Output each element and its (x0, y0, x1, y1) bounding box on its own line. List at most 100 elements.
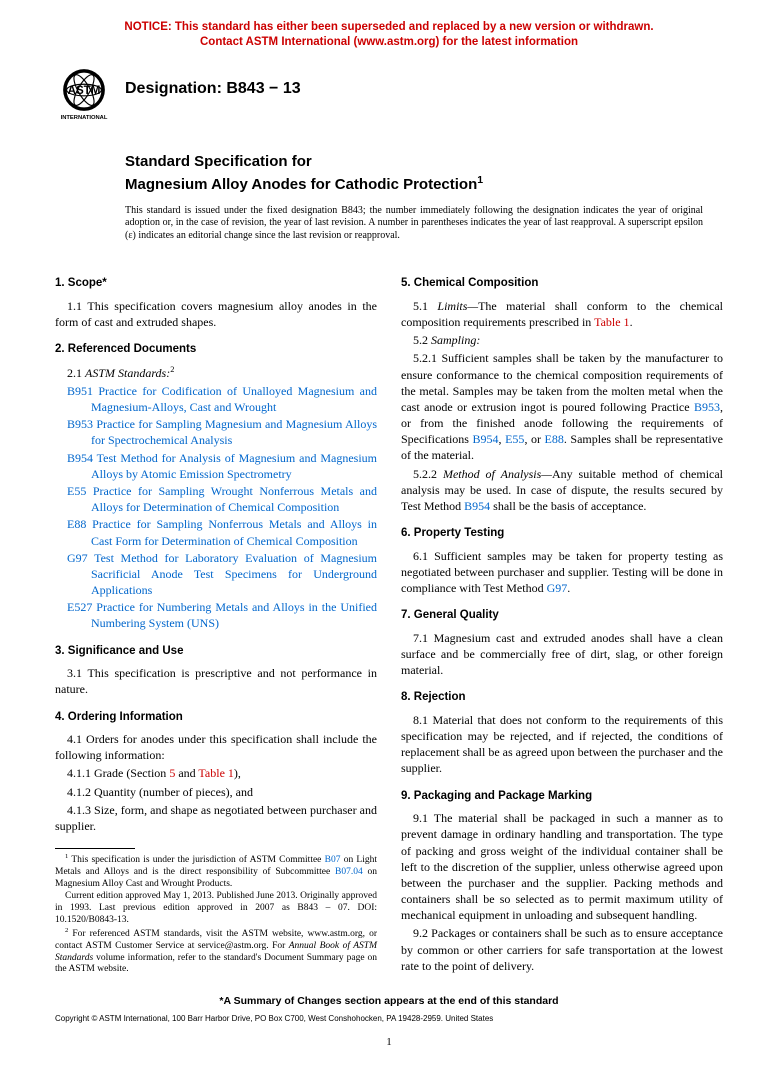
s4-1-1-pre: 4.1.1 Grade (Section (67, 766, 169, 780)
title-line2: Magnesium Alloy Anodes for Cathodic Prot… (125, 173, 723, 195)
s9-head: 9. Packaging and Package Marking (401, 789, 723, 805)
right-column: 5. Chemical Composition 5.1 Limits—The m… (401, 264, 723, 976)
footnote-separator (55, 848, 135, 849)
fn2-b: volume information, refer to the standar… (55, 953, 377, 975)
s5-head: 5. Chemical Composition (401, 276, 723, 292)
link-b953[interactable]: B953 (694, 400, 720, 414)
ref-code: B951 (67, 384, 93, 398)
s2-head: 2. Referenced Documents (55, 342, 377, 358)
ref-e55[interactable]: E55 Practice for Sampling Wrought Nonfer… (55, 483, 377, 515)
link-table1-b[interactable]: Table 1 (594, 315, 629, 329)
header-row: ASTM INTERNATIONAL Designation: B843 − 1… (55, 68, 723, 124)
s6-head: 6. Property Testing (401, 526, 723, 542)
copyright: Copyright © ASTM International, 100 Barr… (55, 1014, 723, 1025)
ref-e527[interactable]: E527 Practice for Numbering Metals and A… (55, 599, 377, 631)
ref-code: E527 (67, 600, 92, 614)
s5-2-it: Sampling: (431, 333, 480, 347)
link-e55[interactable]: E55 (505, 432, 524, 446)
columns: 1. Scope* 1.1 This specification covers … (55, 264, 723, 976)
preamble: This standard is issued under the fixed … (125, 205, 703, 243)
s5-2-pre: 5.2 (413, 333, 431, 347)
ref-txt: Practice for Sampling Wrought Nonferrous… (86, 484, 377, 514)
ref-b954[interactable]: B954 Test Method for Analysis of Magnesi… (55, 450, 377, 482)
ref-txt: Test Method for Laboratory Evaluation of… (88, 551, 377, 597)
notice-banner: NOTICE: This standard has either been su… (55, 20, 723, 50)
s6-1-b: . (567, 581, 570, 595)
ref-code: B954 (67, 451, 93, 465)
title-sup: 1 (477, 174, 483, 186)
ref-txt: Practice for Sampling Magnesium and Magn… (91, 417, 377, 447)
s9-2: 9.2 Packages or containers shall be such… (401, 925, 723, 974)
ref-b953[interactable]: B953 Practice for Sampling Magnesium and… (55, 416, 377, 448)
svg-text:ASTM: ASTM (68, 85, 101, 97)
footnote-2: 2 For referenced ASTM standards, visit t… (55, 927, 377, 977)
s6-1: 6.1 Sufficient samples may be taken for … (401, 548, 723, 597)
link-table1[interactable]: Table 1 (198, 766, 233, 780)
ref-code: E88 (67, 517, 86, 531)
s5-2-1-d: , or (524, 432, 544, 446)
s4-1-3: 4.1.3 Size, form, and shape as negotiate… (55, 802, 377, 834)
s4-1-1-mid: and (175, 766, 198, 780)
notice-line1: NOTICE: This standard has either been su… (124, 21, 653, 33)
s3-head: 3. Significance and Use (55, 644, 377, 660)
s5-1-it: Limits— (437, 299, 478, 313)
s4-1-1: 4.1.1 Grade (Section 5 and Table 1), (55, 765, 377, 781)
link-b07[interactable]: B07 (325, 855, 341, 865)
designation: Designation: B843 − 13 (125, 78, 301, 100)
s5-2-2-it: Method of Analysis— (443, 467, 552, 481)
s4-1-2: 4.1.2 Quantity (number of pieces), and (55, 784, 377, 800)
ref-b951[interactable]: B951 Practice for Codification of Unallo… (55, 383, 377, 415)
s2-1-italic: ASTM Standards: (85, 366, 170, 380)
footnote-1b: Current edition approved May 1, 2013. Pu… (55, 891, 377, 927)
s5-2-2-pre: 5.2.2 (413, 467, 443, 481)
ref-code: E55 (67, 484, 86, 498)
title-block: Standard Specification for Magnesium All… (125, 152, 723, 195)
fn1-a: This specification is under the jurisdic… (68, 855, 324, 865)
s8-head: 8. Rejection (401, 690, 723, 706)
s3-1: 3.1 This specification is prescriptive a… (55, 665, 377, 697)
s5-2-2: 5.2.2 Method of Analysis—Any suitable me… (401, 466, 723, 515)
link-b954-b[interactable]: B954 (464, 499, 490, 513)
footer-note: *A Summary of Changes section appears at… (55, 994, 723, 1008)
ref-txt: Practice for Codification of Unalloyed M… (91, 384, 377, 414)
ref-code: G97 (67, 551, 88, 565)
s5-2: 5.2 Sampling: (401, 332, 723, 348)
s5-2-1: 5.2.1 Sufficient samples shall be taken … (401, 350, 723, 463)
page-number: 1 (55, 1035, 723, 1050)
s5-1-pre: 5.1 (413, 299, 437, 313)
s9-1: 9.1 The material shall be packaged in su… (401, 810, 723, 923)
link-b0704[interactable]: B07.04 (335, 867, 363, 877)
notice-line2: Contact ASTM International (www.astm.org… (200, 36, 578, 48)
ref-txt: Practice for Numbering Metals and Alloys… (91, 600, 377, 630)
s4-head: 4. Ordering Information (55, 710, 377, 726)
s8-1: 8.1 Material that does not conform to th… (401, 712, 723, 777)
ref-code: B953 (67, 417, 93, 431)
ref-txt: Practice for Sampling Nonferrous Metals … (86, 517, 377, 547)
link-b954[interactable]: B954 (473, 432, 499, 446)
footnote-1: 1 This specification is under the jurisd… (55, 853, 377, 891)
s7-head: 7. General Quality (401, 608, 723, 624)
left-column: 1. Scope* 1.1 This specification covers … (55, 264, 377, 976)
s4-1-1-post: ), (234, 766, 241, 780)
s1-1: 1.1 This specification covers magnesium … (55, 298, 377, 330)
s1-head: 1. Scope* (55, 276, 377, 292)
astm-logo: ASTM INTERNATIONAL (55, 68, 113, 124)
svg-text:INTERNATIONAL: INTERNATIONAL (61, 115, 108, 120)
link-e88[interactable]: E88 (545, 432, 564, 446)
page: NOTICE: This standard has either been su… (0, 0, 778, 1080)
ref-g97[interactable]: G97 Test Method for Laboratory Evaluatio… (55, 550, 377, 599)
title-line2-text: Magnesium Alloy Anodes for Cathodic Prot… (125, 176, 477, 193)
link-g97[interactable]: G97 (547, 581, 568, 595)
ref-txt: Test Method for Analysis of Magnesium an… (91, 451, 377, 481)
s2-1: 2.1 ASTM Standards:2 (55, 364, 377, 381)
s5-2-2-b: shall be the basis of acceptance. (490, 499, 646, 513)
s2-1-pre: 2.1 (67, 366, 85, 380)
title-line1: Standard Specification for (125, 152, 723, 172)
s5-1-post: . (630, 315, 633, 329)
s5-2-1-a: 5.2.1 Sufficient samples shall be taken … (401, 351, 723, 414)
ref-e88[interactable]: E88 Practice for Sampling Nonferrous Met… (55, 516, 377, 548)
s4-1: 4.1 Orders for anodes under this specifi… (55, 731, 377, 763)
s2-1-sup: 2 (170, 365, 174, 374)
s7-1: 7.1 Magnesium cast and extruded anodes s… (401, 630, 723, 679)
s5-1: 5.1 Limits—The material shall conform to… (401, 298, 723, 330)
